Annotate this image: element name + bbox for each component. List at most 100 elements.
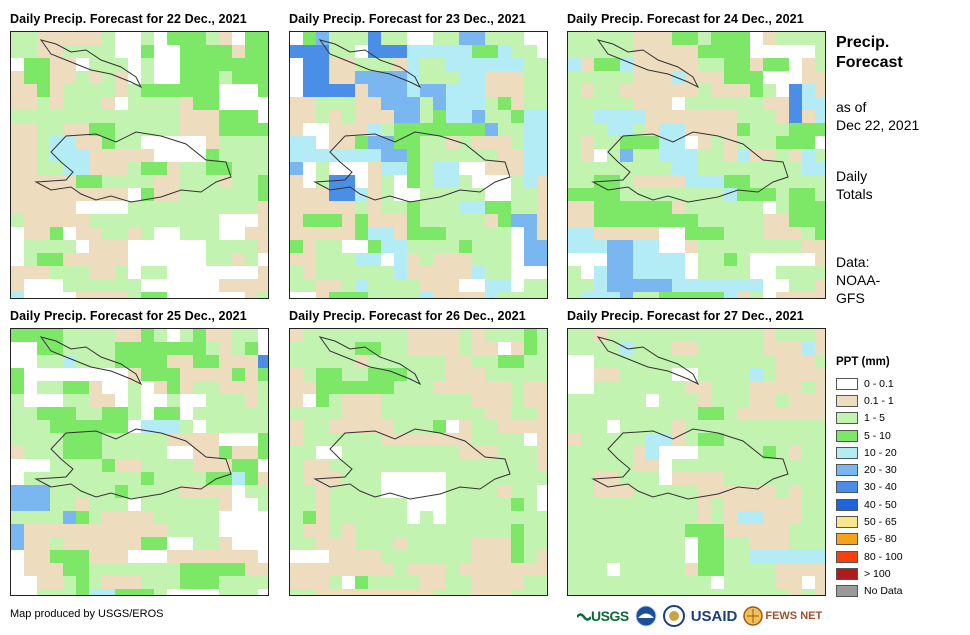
precip-cell: [433, 123, 446, 136]
precip-cell: [537, 292, 547, 298]
precip-cell: [154, 511, 167, 524]
precip-cell: [154, 550, 167, 563]
precip-cell: [355, 433, 368, 446]
precip-cell: [180, 201, 193, 214]
precip-cell: [316, 84, 329, 97]
precip-cell: [102, 446, 115, 459]
precip-cell: [115, 498, 128, 511]
precip-cell: [141, 407, 154, 420]
precip-cell: [193, 472, 206, 485]
precip-cell: [472, 84, 485, 97]
precip-cell: [776, 149, 789, 162]
precip-cell: [232, 537, 245, 550]
precip-cell: [446, 498, 459, 511]
precip-cell: [303, 459, 316, 472]
precip-cell: [316, 214, 329, 227]
precip-cell: [789, 498, 802, 511]
data-source: Data: NOAA- GFS: [836, 254, 881, 306]
precip-cell: [37, 485, 50, 498]
precip-cell: [620, 58, 633, 71]
precip-cell: [511, 394, 524, 407]
precip-cell: [446, 58, 459, 71]
precip-cell: [815, 342, 825, 355]
precip-cell: [685, 214, 698, 227]
precip-cell: [472, 227, 485, 240]
legend-swatch: [836, 429, 858, 442]
precip-cell: [446, 433, 459, 446]
precip-cell: [37, 459, 50, 472]
precip-cell: [789, 485, 802, 498]
precip-cell: [420, 136, 433, 149]
precip-cell: [472, 329, 485, 342]
precip-cell: [594, 201, 607, 214]
precip-cell: [303, 253, 316, 266]
precip-cell: [537, 97, 547, 110]
precip-cell: [633, 407, 646, 420]
precip-cell: [724, 537, 737, 550]
precip-cell: [594, 110, 607, 123]
precip-cell: [659, 292, 672, 298]
precip-cell: [646, 485, 659, 498]
precip-cell: [141, 201, 154, 214]
precip-cell: [232, 342, 245, 355]
precip-cell: [633, 71, 646, 84]
precip-cell: [290, 472, 303, 485]
precip-cell: [711, 58, 724, 71]
precip-cell: [711, 342, 724, 355]
precip-cell: [115, 355, 128, 368]
precip-cell: [815, 563, 825, 576]
precip-cell: [245, 563, 258, 576]
precip-cell: [511, 240, 524, 253]
precip-cell: [206, 563, 219, 576]
precip-cell: [498, 394, 511, 407]
precip-cell: [420, 71, 433, 84]
precip-cell: [724, 149, 737, 162]
precip-cell: [50, 537, 63, 550]
precip-cell: [115, 45, 128, 58]
precip-cell: [568, 472, 581, 485]
precip-cell: [245, 32, 258, 45]
precip-cell: [24, 32, 37, 45]
precip-cell: [342, 266, 355, 279]
precip-cell: [581, 110, 594, 123]
precip-cell: [329, 71, 342, 84]
precip-cell: [232, 32, 245, 45]
precip-cell: [607, 472, 620, 485]
precip-cell: [568, 45, 581, 58]
precip-cell: [524, 407, 537, 420]
precip-cell: [581, 292, 594, 298]
precip-cell: [193, 201, 206, 214]
precip-cell: [381, 201, 394, 214]
precip-cell: [776, 329, 789, 342]
precip-cell: [446, 589, 459, 595]
precip-cell: [685, 201, 698, 214]
precip-cell: [594, 266, 607, 279]
precip-cell: [89, 240, 102, 253]
precip-cell: [750, 563, 763, 576]
precip-cell: [115, 472, 128, 485]
precip-cell: [446, 110, 459, 123]
precip-cell: [659, 32, 672, 45]
precip-cell: [167, 253, 180, 266]
precip-cell: [433, 175, 446, 188]
precip-cell: [394, 58, 407, 71]
precip-cell: [524, 201, 537, 214]
precip-cell: [659, 240, 672, 253]
precip-cell: [329, 368, 342, 381]
precip-cell: [180, 240, 193, 253]
precip-cell: [472, 524, 485, 537]
precip-cell: [511, 576, 524, 589]
precip-cell: [329, 123, 342, 136]
precip-cell: [485, 329, 498, 342]
precip-cell: [633, 576, 646, 589]
precip-cell: [763, 162, 776, 175]
precip-cell: [459, 201, 472, 214]
precip-cell: [433, 149, 446, 162]
precip-cell: [115, 292, 128, 298]
precip-cell: [472, 45, 485, 58]
precip-cell: [232, 420, 245, 433]
precip-cell: [698, 472, 711, 485]
precip-cell: [511, 123, 524, 136]
precip-cell: [245, 97, 258, 110]
precip-cell: [776, 45, 789, 58]
